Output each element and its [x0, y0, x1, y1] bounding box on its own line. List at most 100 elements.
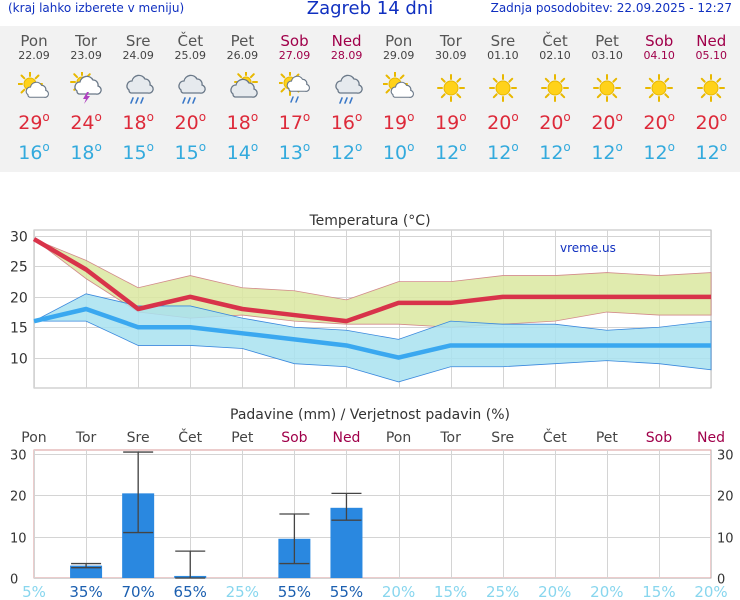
- y-tick-label: 20: [10, 291, 28, 307]
- page-title: Zagreb 14 dni: [306, 0, 434, 19]
- y-tick-label: 15: [10, 321, 28, 337]
- precipitation-bar: [70, 565, 103, 578]
- day-label: Pet: [231, 430, 254, 446]
- y-tick-label: 30: [10, 230, 28, 246]
- partly-cloudy-icon: [18, 72, 49, 98]
- day-label: Sre: [127, 430, 150, 446]
- cloudy-sun-icon: [230, 72, 259, 98]
- precipitation-probability: 20%: [590, 583, 623, 600]
- day-date: 23.09: [70, 49, 102, 62]
- precipitation-probability: 55%: [330, 583, 363, 600]
- day-name: Čet: [542, 32, 568, 50]
- precipitation-probability: 15%: [434, 583, 467, 600]
- day-name: Čet: [177, 32, 204, 50]
- max-temperature: 16o: [330, 110, 363, 134]
- min-temperature: 12o: [330, 140, 363, 164]
- day-date: 03.10: [591, 49, 623, 62]
- chart-title: Padavine (mm) / Verjetnost padavin (%): [230, 407, 510, 423]
- day-label: Ned: [332, 430, 360, 446]
- day-label: Tor: [75, 430, 97, 446]
- max-temperature-line: [32, 237, 711, 324]
- min-temperature-line: [33, 306, 711, 360]
- day-label: Pon: [386, 430, 411, 446]
- y-tick-label: 25: [10, 260, 28, 276]
- precipitation-probability: 25%: [486, 583, 519, 600]
- precipitation-probability: 5%: [22, 583, 46, 600]
- min-temperature: 12o: [435, 140, 467, 164]
- max-temperature: 18o: [122, 110, 154, 134]
- sun-icon: [593, 74, 622, 102]
- day-name: Ned: [331, 32, 362, 50]
- sun-icon: [436, 74, 465, 102]
- precipitation-probability: 15%: [642, 583, 675, 600]
- day-date: 01.10: [487, 49, 519, 62]
- precipitation-probability: 55%: [278, 583, 311, 600]
- precipitation-probability: 20%: [382, 583, 415, 600]
- max-temperature: 20o: [643, 110, 675, 134]
- day-name: Sre: [490, 32, 516, 50]
- max-temperature: 19o: [435, 110, 467, 134]
- precipitation-probability: 20%: [538, 583, 571, 600]
- day-label: Čet: [543, 428, 567, 446]
- day-label: Sre: [491, 430, 514, 446]
- y-tick-label: 10: [10, 352, 28, 368]
- day-label: Ned: [697, 430, 725, 446]
- day-label: Čet: [178, 428, 202, 446]
- day-label: Sob: [281, 430, 307, 446]
- min-temperature: 10o: [382, 140, 415, 164]
- max-temperature: 20o: [695, 110, 728, 134]
- y-tick-label-left: 30: [10, 449, 27, 464]
- min-temperature: 12o: [539, 140, 571, 164]
- y-tick-label-left: 10: [10, 532, 27, 547]
- min-temperature: 15o: [122, 140, 154, 164]
- y-tick-label-right: 20: [717, 490, 734, 505]
- max-temperature: 19o: [382, 110, 415, 134]
- max-temperature: 20o: [487, 110, 519, 134]
- precipitation-probability: 35%: [69, 583, 102, 600]
- precipitation-probability: 65%: [174, 583, 207, 600]
- max-temperature: 17o: [278, 110, 311, 134]
- rain-cloud-icon: [178, 74, 207, 104]
- day-date: 04.10: [643, 49, 675, 62]
- day-label: Sob: [646, 430, 672, 446]
- max-temperature: 20o: [539, 110, 571, 134]
- thunderstorm-icon: [70, 72, 102, 104]
- day-label: Pet: [596, 430, 619, 446]
- sun-shower-icon: [278, 72, 310, 103]
- day-name: Pon: [20, 32, 48, 50]
- header-bar: (kraj lahko izberete v meniju) Zagreb 14…: [0, 0, 740, 22]
- precipitation-probability: 25%: [226, 583, 259, 600]
- min-temperature: 14o: [226, 140, 259, 164]
- day-name: Tor: [75, 32, 98, 50]
- min-temperature: 15o: [174, 140, 207, 164]
- min-temperature: 16o: [18, 140, 50, 164]
- day-date: 05.10: [695, 49, 728, 62]
- day-name: Sre: [125, 32, 151, 50]
- day-date: 29.09: [382, 49, 415, 62]
- precipitation-probability: 70%: [121, 583, 154, 600]
- max-temperature: 20o: [174, 110, 207, 134]
- location-hint: (kraj lahko izberete v meniju): [8, 1, 185, 15]
- sun-icon: [697, 74, 726, 102]
- min-temperature: 13o: [278, 140, 311, 164]
- day-name: Ned: [696, 32, 727, 50]
- min-temperature: 12o: [487, 140, 519, 164]
- max-temperature: 29o: [18, 110, 50, 134]
- min-temperature: 18o: [70, 140, 102, 164]
- rain-cloud-icon: [334, 74, 363, 104]
- sun-icon: [541, 74, 569, 102]
- min-temperature: 12o: [643, 140, 675, 164]
- day-date: 22.09: [18, 49, 50, 62]
- partly-cloudy-icon: [382, 72, 414, 98]
- max-temperature-band: [33, 238, 712, 328]
- day-date: 24.09: [122, 49, 154, 62]
- day-name: Sob: [280, 32, 309, 50]
- y-tick-label-right: 0: [717, 573, 725, 588]
- day-name: Pet: [595, 32, 619, 50]
- y-tick-label-left: 20: [10, 490, 27, 505]
- day-name: Tor: [439, 32, 462, 50]
- day-date: 02.10: [539, 49, 571, 62]
- day-date: 30.09: [435, 49, 467, 62]
- max-temperature: 20o: [591, 110, 623, 134]
- min-temperature: 12o: [695, 140, 728, 164]
